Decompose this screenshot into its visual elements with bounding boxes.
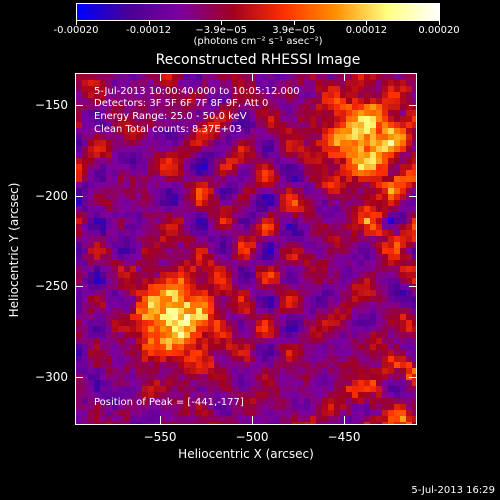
colorbar-tick (221, 20, 223, 25)
y-tick-label: −200 (35, 189, 68, 203)
y-tick (409, 377, 417, 378)
y-tick (75, 286, 83, 287)
y-tick (409, 286, 417, 287)
x-axis-title: Heliocentric X (arcsec) (178, 447, 314, 461)
y-axis-title: Heliocentric Y (arcsec) (7, 182, 21, 318)
plot-title: Reconstructed RHESSI Image (155, 52, 361, 68)
x-tick (160, 416, 161, 424)
colorbar-gradient (77, 4, 439, 20)
colorbar (76, 3, 440, 21)
info-energy-range: Energy Range: 25.0 - 50.0 keV (94, 111, 247, 122)
colorbar-tick (76, 20, 77, 25)
info-time-range: 5-Jul-2013 10:00:40.000 to 10:05:12.000 (94, 86, 300, 97)
y-tick (75, 196, 83, 197)
colorbar-tick-label: −3.9e−05 (195, 25, 247, 36)
x-tick (252, 73, 253, 81)
colorbar-tick (148, 20, 150, 25)
heatmap-image[interactable] (76, 74, 416, 424)
colorbar-tick-label: -0.00020 (53, 25, 99, 36)
y-tick-label: −150 (35, 98, 68, 112)
x-tick-label: −450 (327, 430, 361, 444)
colorbar-tick-label: 0.00012 (345, 25, 388, 36)
colorbar-tick-label: 0.00020 (418, 25, 460, 36)
footer-timestamp: 5-Jul-2013 16:29 (411, 485, 495, 496)
plot-area[interactable] (75, 73, 417, 425)
x-tick (160, 73, 161, 81)
y-tick (75, 105, 83, 106)
y-tick (75, 377, 83, 378)
info-peak-position: Position of Peak = [-441,-177] (94, 397, 244, 408)
y-tick-label: −250 (35, 279, 68, 293)
y-tick (409, 105, 417, 106)
colorbar-units: (photons cm⁻² s⁻¹ asec⁻²) (193, 36, 323, 47)
colorbar-tick-label: -0.00012 (126, 25, 172, 36)
x-tick (344, 73, 345, 81)
x-tick (252, 416, 253, 424)
colorbar-tick (366, 20, 368, 25)
x-tick (344, 416, 345, 424)
y-tick-label: −300 (35, 370, 68, 384)
info-detectors: Detectors: 3F 5F 6F 7F 8F 9F, Att 0 (94, 98, 269, 109)
info-algorithm-counts: Clean Total counts: 8.37E+03 (94, 124, 242, 135)
colorbar-tick (439, 20, 440, 25)
y-tick (409, 196, 417, 197)
x-tick-label: −550 (143, 430, 177, 444)
colorbar-tick-label: 3.9e−05 (272, 25, 316, 36)
colorbar-tick (293, 20, 295, 25)
x-tick-label: −500 (235, 430, 269, 444)
